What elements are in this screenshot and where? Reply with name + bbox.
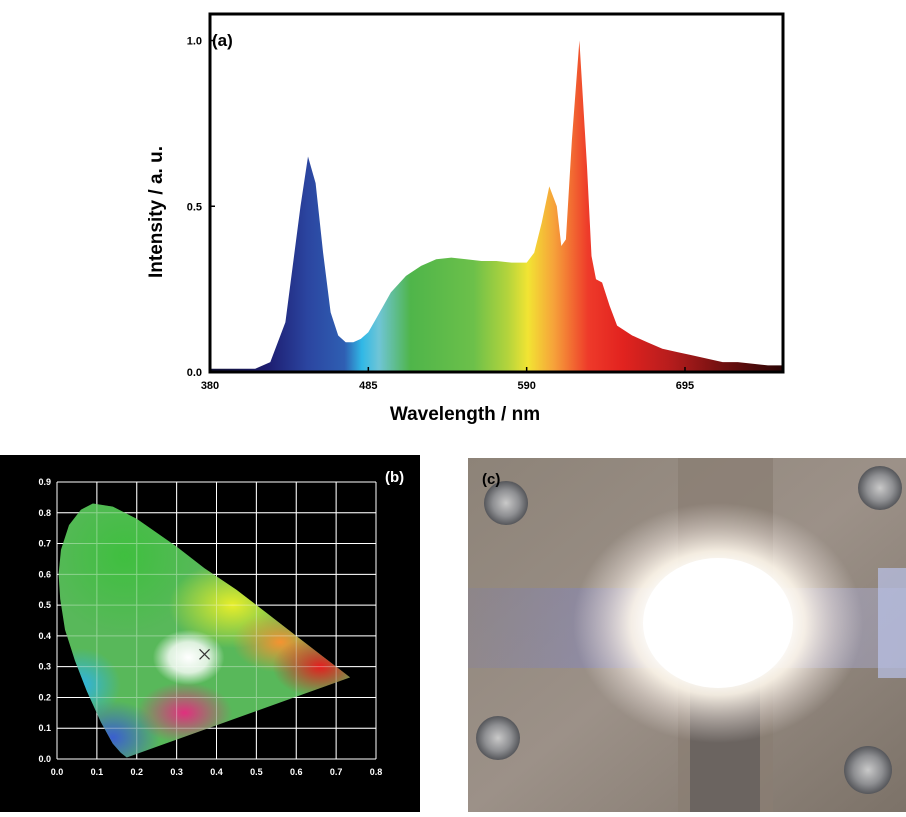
x-tick-label: 0.7 [330,767,343,777]
x-tick-label: 0.0 [51,767,64,777]
x-axis-title: Wavelength / nm [390,404,540,425]
cie-chart: 0.0 0.1 0.2 0.3 0.4 0.5 0.6 0.7 0.8 0.0 0.1 0.2 0.3 0… [38,469,404,777]
y-tick-label: 0.5 [38,600,51,610]
y-tick-label: 0.3 [38,662,51,672]
y-tick-label: 0.7 [38,539,51,549]
plot-frame [208,12,785,374]
panel-label-c: (c) [482,471,500,488]
x-tick-label: 0.4 [210,767,223,777]
led-photo-image: (c) [468,458,906,812]
y-tick-label: 0.4 [38,631,51,641]
x-tick-label: 0.1 [91,767,104,777]
y-tick-label: 0.0 [38,754,51,764]
x-tick-label: 590 [517,380,535,392]
screw-icon [476,716,520,760]
screw-icon [844,746,892,794]
led-photo: (c) [468,458,906,812]
y-tick-label: 0.5 [187,201,202,213]
cie-color-gamut [58,503,351,758]
screw-icon [858,466,902,510]
x-tick-label: 380 [201,380,219,392]
y-tick-label: 0.1 [38,723,51,733]
x-tick-label: 0.2 [130,767,143,777]
x-tick-label: 485 [359,380,377,392]
y-tick-label: 0.6 [38,569,51,579]
y-tick-label: 0.0 [187,367,202,379]
x-tick-label: 0.8 [370,767,383,777]
panel-label-a: (a) [212,31,233,50]
spectrum-area [210,40,783,372]
y-axis-title: Intensity / a. u. [146,146,167,278]
y-tick-label: 1.0 [187,36,202,48]
chromaticity-point [199,648,210,660]
spectrum-panel: 380 485 590 695 0.0 0.5 1.0 (a) Wavelength / n… [146,12,785,425]
panel-label-b: (b) [385,469,404,486]
cie-panel: 0.0 0.1 0.2 0.3 0.4 0.5 0.6 0.7 0.8 0.0 0.1 0.2 0.3 0… [0,455,420,812]
spectrum-chart: 380 485 590 695 0.0 0.5 1.0 (a) Wavelength / n… [146,12,785,425]
x-tick-label: 0.3 [170,767,183,777]
x-tick-label: 0.5 [250,767,263,777]
y-tick-label: 0.9 [38,477,51,487]
y-tick-label: 0.2 [38,692,51,702]
screw-icon [484,481,528,525]
x-tick-label: 0.6 [290,767,303,777]
x-tick-label: 695 [676,380,694,392]
y-tick-label: 0.8 [38,508,51,518]
